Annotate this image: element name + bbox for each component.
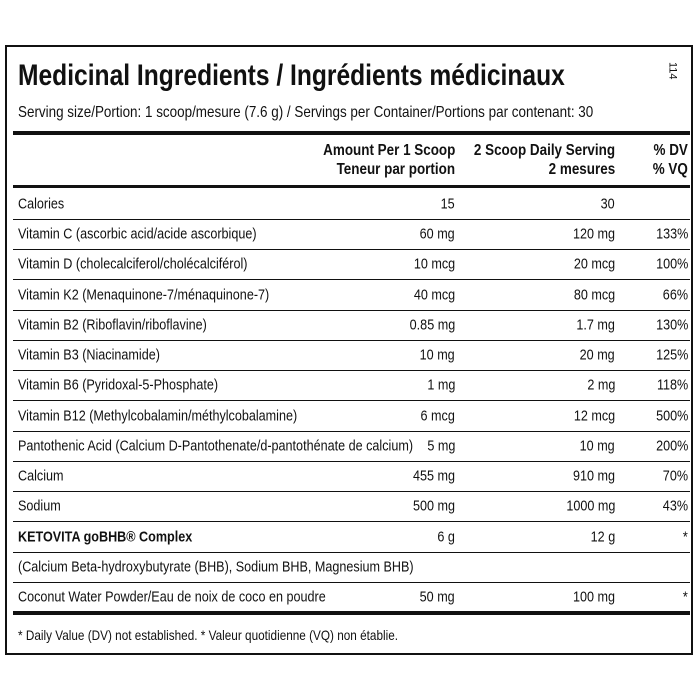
ingredient-amount: 10 mg (419, 346, 455, 364)
row-rule (13, 309, 690, 311)
ingredient-amount: 50 mg (419, 588, 455, 606)
ingredient-dv: * (683, 588, 688, 606)
ingredient-serving: 12 g (590, 528, 615, 546)
ingredient-serving: 1000 mg (565, 497, 615, 515)
ingredient-name: Vitamin B2 (Riboflavin/riboflavine) (18, 316, 207, 334)
column-header: Amount Per 1 Scoop (322, 142, 455, 159)
row-rule (13, 460, 690, 462)
ingredient-name: Vitamin D (cholecalciferol/cholécalcifér… (18, 255, 248, 273)
ingredient-amount: 455 mg (412, 467, 455, 485)
label-border (5, 45, 693, 655)
ingredient-amount: 0.85 mg (409, 316, 455, 334)
ingredient-name: Vitamin K2 (Menaquinone-7/ménaquinone-7) (18, 286, 270, 304)
ingredient-dv: 66% (662, 286, 688, 304)
ingredient-name: Vitamin C (ascorbic acid/acide ascorbiqu… (18, 225, 257, 243)
ingredient-dv: 130% (655, 316, 688, 334)
ingredient-name: (Calcium Beta-hydroxybutyrate (BHB), Sod… (18, 558, 414, 576)
ingredient-amount: 10 mcg (413, 255, 455, 273)
ingredient-name: Calcium (18, 467, 64, 485)
ingredient-dv: 200% (655, 437, 688, 455)
row-rule (13, 279, 690, 281)
column-header: 2 mesures (548, 161, 615, 178)
ingredient-name: Calories (18, 195, 65, 213)
ingredient-amount: 15 (440, 195, 455, 213)
side-code: 114 (666, 62, 679, 80)
column-header: % VQ (652, 161, 688, 178)
row-rule (13, 521, 690, 523)
ingredient-amount: 6 g (437, 528, 455, 546)
ingredient-dv: 118% (656, 376, 688, 394)
ingredient-name: Pantothenic Acid (Calcium D-Pantothenate… (18, 437, 414, 455)
ingredient-amount: 6 mcg (420, 407, 455, 425)
ingredient-serving: 2 mg (586, 376, 615, 394)
ingredient-serving: 10 mg (579, 437, 615, 455)
ingredient-dv: 100% (655, 255, 688, 273)
thick-rule (13, 611, 690, 615)
footnote: * Daily Value (DV) not established. * Va… (18, 627, 399, 643)
ingredient-serving: 20 mcg (573, 255, 615, 273)
ingredient-serving: 80 mcg (573, 286, 615, 304)
ingredient-dv: 500% (655, 407, 688, 425)
ingredient-amount: 5 mg (426, 437, 455, 455)
row-rule (13, 370, 690, 372)
ingredient-dv: * (683, 528, 688, 546)
ingredient-amount: 60 mg (419, 225, 455, 243)
ingredient-serving: 100 mg (572, 588, 615, 606)
ingredient-dv: 125% (655, 346, 688, 364)
ingredient-amount: 40 mcg (413, 286, 455, 304)
ingredient-dv: 70% (662, 467, 688, 485)
row-rule (13, 400, 690, 402)
row-rule (13, 581, 690, 583)
ingredient-name: Coconut Water Powder/Eau de noix de coco… (18, 588, 326, 606)
row-rule (13, 430, 690, 432)
row-rule (13, 219, 690, 220)
serving-info: Serving size/Portion: 1 scoop/mesure (7.… (18, 104, 594, 121)
thick-rule (13, 131, 690, 135)
ingredient-name: Vitamin B3 (Niacinamide) (18, 346, 160, 364)
ingredient-name: KETOVITA goBHB® Complex (18, 528, 193, 546)
column-header: % DV (653, 142, 688, 159)
row-rule (13, 339, 690, 341)
ingredient-serving: 1.7 mg (576, 316, 615, 334)
ingredient-serving: 910 mg (572, 467, 615, 485)
column-header: Teneur par portion (336, 161, 455, 178)
ingredient-name: Vitamin B12 (Methylcobalamin/méthylcobal… (18, 407, 298, 425)
row-rule (13, 491, 690, 493)
ingredient-amount: 500 mg (412, 497, 455, 515)
ingredient-name: Vitamin B6 (Pyridoxal-5-Phosphate) (18, 376, 219, 394)
ingredient-amount: 1 mg (426, 376, 455, 394)
row-rule (13, 551, 690, 553)
title: Medicinal Ingredients / Ingrédients médi… (18, 59, 565, 92)
ingredient-dv: 133% (655, 225, 688, 243)
row-rule (13, 249, 690, 251)
ingredient-serving: 120 mg (572, 225, 615, 243)
ingredient-name: Sodium (18, 497, 61, 515)
ingredient-serving: 12 mcg (573, 407, 615, 425)
ingredient-serving: 30 (600, 195, 615, 213)
ingredient-dv: 43% (662, 497, 688, 515)
thick-rule (13, 185, 690, 188)
column-header: 2 Scoop Daily Serving (473, 142, 615, 159)
ingredient-serving: 20 mg (579, 346, 615, 364)
